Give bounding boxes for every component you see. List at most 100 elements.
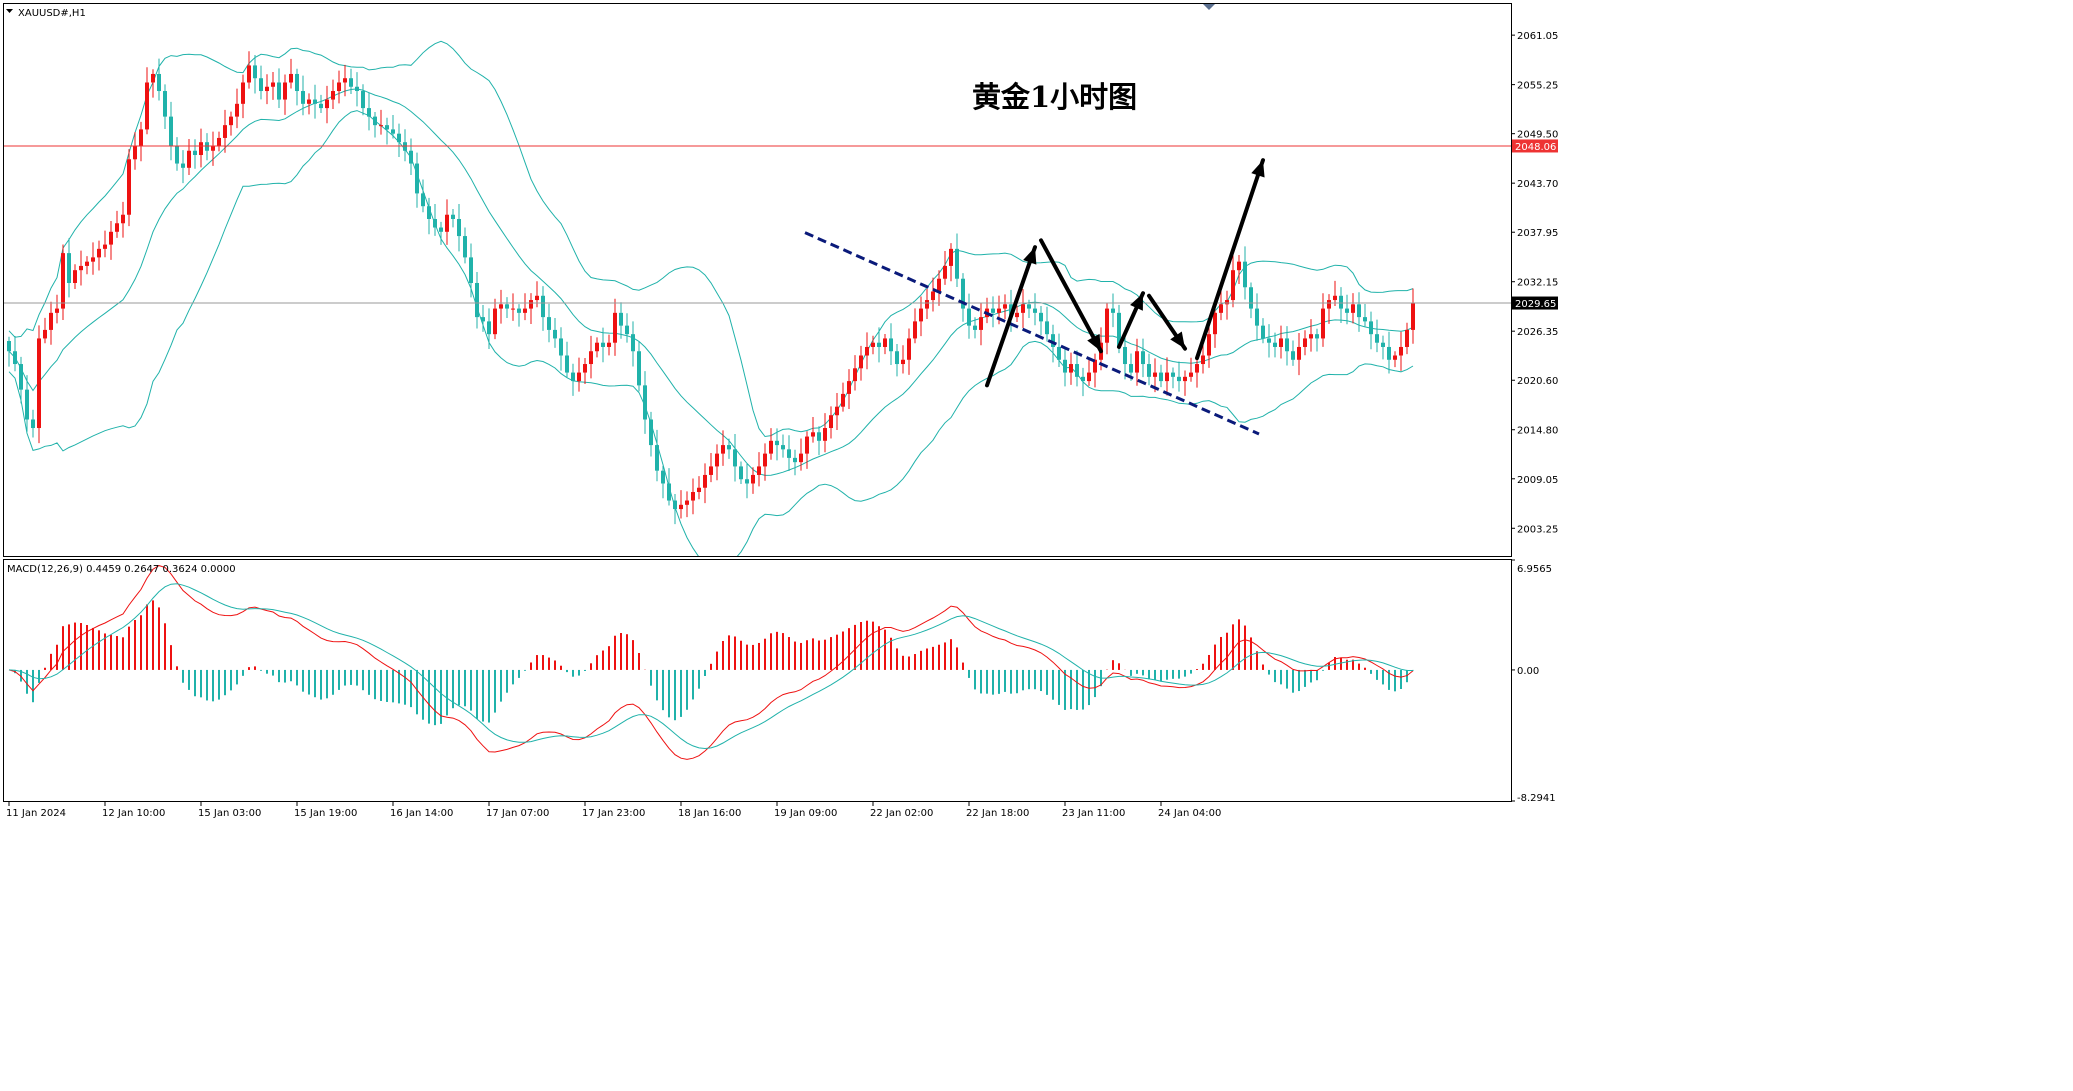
time-tick-label: 24 Jan 04:00 [1158, 808, 1221, 819]
candle [541, 286, 545, 331]
candle [1237, 255, 1241, 284]
candle [877, 327, 881, 363]
candle [97, 240, 101, 271]
candle [1003, 294, 1007, 320]
macd-panel[interactable] [3, 559, 1512, 802]
candle [1111, 293, 1115, 328]
candle [175, 137, 179, 171]
candle [979, 303, 983, 346]
candle [1399, 331, 1403, 371]
symbol-header[interactable]: XAUUSD#,H1 [6, 8, 86, 19]
candle [469, 243, 473, 298]
candle [1081, 367, 1085, 397]
candle [487, 308, 491, 349]
candle [25, 375, 29, 432]
price-tick-label: 2020.60 [1517, 376, 1558, 387]
candle [847, 369, 851, 410]
candle [259, 65, 263, 100]
candle [355, 72, 359, 107]
resistance-price-tag [1512, 139, 1558, 153]
candle [343, 64, 347, 97]
candle [1135, 338, 1139, 386]
candle [583, 357, 587, 385]
candle [1369, 311, 1373, 350]
candle [1057, 333, 1061, 367]
candle [457, 204, 461, 252]
candle [427, 197, 431, 235]
candle [1165, 357, 1169, 396]
candle [373, 112, 377, 138]
candle [313, 84, 317, 119]
candle [151, 69, 155, 98]
candle [739, 461, 743, 485]
candle [589, 335, 593, 379]
candle [565, 341, 569, 378]
candle [1231, 255, 1235, 308]
candle [883, 334, 887, 355]
candle [781, 434, 785, 458]
candle [451, 208, 455, 228]
candle [421, 179, 425, 213]
candle [1147, 353, 1151, 386]
candle [613, 298, 617, 356]
candle [247, 51, 251, 89]
candle [973, 317, 977, 339]
candle [1045, 306, 1049, 342]
candle [1273, 332, 1277, 358]
candle [1243, 246, 1247, 300]
candle [379, 109, 383, 135]
candle [1075, 350, 1079, 387]
candle [799, 438, 803, 471]
trend-line[interactable] [804, 231, 1260, 436]
candle [787, 435, 791, 472]
candle [229, 111, 233, 136]
candle [709, 452, 713, 483]
candle [691, 478, 695, 515]
candle [841, 382, 845, 412]
candle [679, 490, 683, 519]
time-tick-label: 16 Jan 14:00 [390, 808, 453, 819]
candle [829, 406, 833, 439]
time-tick-label: 17 Jan 23:00 [582, 808, 645, 819]
scroll-marker-icon[interactable] [1203, 4, 1215, 10]
candle [85, 256, 89, 275]
candle [475, 271, 479, 329]
candle [1159, 364, 1163, 388]
candle [37, 325, 41, 444]
macd-title: MACD(12,26,9) 0.4459 0.2647 0.3624 0.000… [7, 564, 236, 575]
candle [1069, 352, 1073, 385]
candle [319, 94, 323, 113]
candle [559, 327, 563, 371]
symbol-label: XAUUSD#,H1 [18, 8, 86, 19]
candle [1219, 290, 1223, 321]
candle [1321, 293, 1325, 347]
candle [337, 70, 341, 104]
candle [607, 334, 611, 356]
candle [667, 468, 671, 506]
candle [385, 117, 389, 145]
candle [1381, 335, 1385, 360]
candle [1279, 325, 1283, 359]
candle [1015, 305, 1019, 323]
candle [1207, 322, 1211, 368]
candle [811, 416, 815, 443]
candle [1393, 351, 1397, 368]
candle [73, 264, 77, 290]
candle [391, 115, 395, 139]
price-panel[interactable] [3, 3, 1512, 557]
candle [577, 357, 581, 392]
candle [439, 221, 443, 245]
candle [1267, 324, 1271, 358]
symbol-dropdown-icon[interactable] [6, 9, 13, 13]
candle [463, 227, 467, 264]
candle [1285, 326, 1289, 366]
candle [931, 277, 935, 312]
candle [1315, 328, 1319, 352]
candle [403, 129, 407, 162]
candle [61, 244, 65, 321]
candle [661, 465, 665, 499]
candle [1351, 293, 1355, 324]
candle [1039, 306, 1043, 336]
candle [517, 304, 521, 327]
candle [673, 494, 677, 525]
